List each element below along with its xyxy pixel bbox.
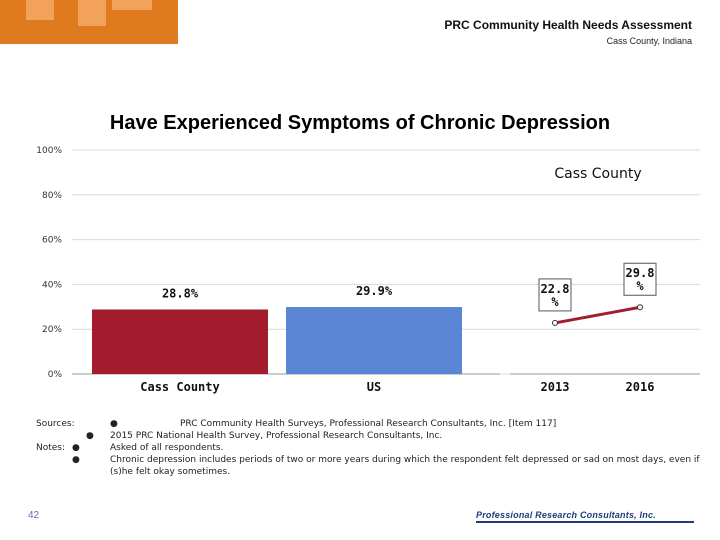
trend-value-unit: % [636,279,644,293]
note-row-1: Notes: ● Asked of all respondents. [36,442,696,454]
notes-label: Notes: [36,443,66,453]
trend-value-label: 22.8 [541,282,570,296]
trend-point [637,304,643,311]
y-tick-label: 40% [42,280,62,290]
notes-block: Sources: ● PRC Community Health Surveys,… [36,418,700,478]
source-row-2: ● 2015 PRC National Health Survey, Profe… [36,430,696,442]
report-title: PRC Community Health Needs Assessment [444,18,692,32]
page-number: 42 [28,510,40,521]
sources-label: Sources: [36,419,75,429]
y-tick-label: 100% [36,146,62,156]
header-brand-band [0,0,178,44]
note-text: Asked of all respondents. [110,443,224,453]
bullet-icon: ● [110,419,118,429]
trend-line [554,305,641,325]
y-tick-label: 0% [48,370,63,380]
trend-value-box [623,262,657,296]
trend-year-label: 2013 [541,380,570,394]
bar-cass-county [92,309,268,374]
bar-category-label: US [367,380,381,394]
bar-us [286,307,462,374]
report-subtitle: Cass County, Indiana [606,36,692,46]
bullet-icon: ● [72,443,80,453]
trend-legend-label: Cass County [554,166,641,182]
trend-value-label: 29.8 [626,266,655,280]
bullet-icon: ● [86,431,94,441]
trend-value-box [538,278,572,312]
source-text: 2015 PRC National Health Survey, Profess… [110,431,443,441]
company-logo: Professional Research Consultants, Inc. [476,510,656,520]
trend-year-label: 2016 [626,380,655,394]
source-text: PRC Community Health Surveys, Profession… [180,419,557,429]
chart-title: Have Experienced Symptoms of Chronic Dep… [0,112,720,135]
y-tick-label: 20% [42,325,62,335]
source-row-1: Sources: ● PRC Community Health Surveys,… [36,418,696,430]
brand-square [112,0,152,10]
brand-square [78,0,106,26]
trend-value-unit: % [551,295,559,309]
bar-value-label: 29.9% [356,284,393,298]
brand-square [26,0,54,20]
trend-point [552,319,558,326]
chart-title-text: Have Experienced Symptoms of Chronic Dep… [109,112,611,134]
bar-value-label: 28.8% [162,286,199,300]
y-tick-label: 60% [42,236,62,246]
bar-category-label: Cass County [140,380,219,394]
y-tick-label: 80% [42,191,62,201]
chart: 100% 80% 60% 40% 20% 0% 28.8% Cass County 29.9% U… [36,146,700,394]
logo-underline [476,521,694,523]
bullet-icon: ● [72,455,80,465]
note-row-2: ● Chronic depression includes periods of… [36,454,700,478]
note-text: Chronic depression includes periods of t… [110,455,700,477]
